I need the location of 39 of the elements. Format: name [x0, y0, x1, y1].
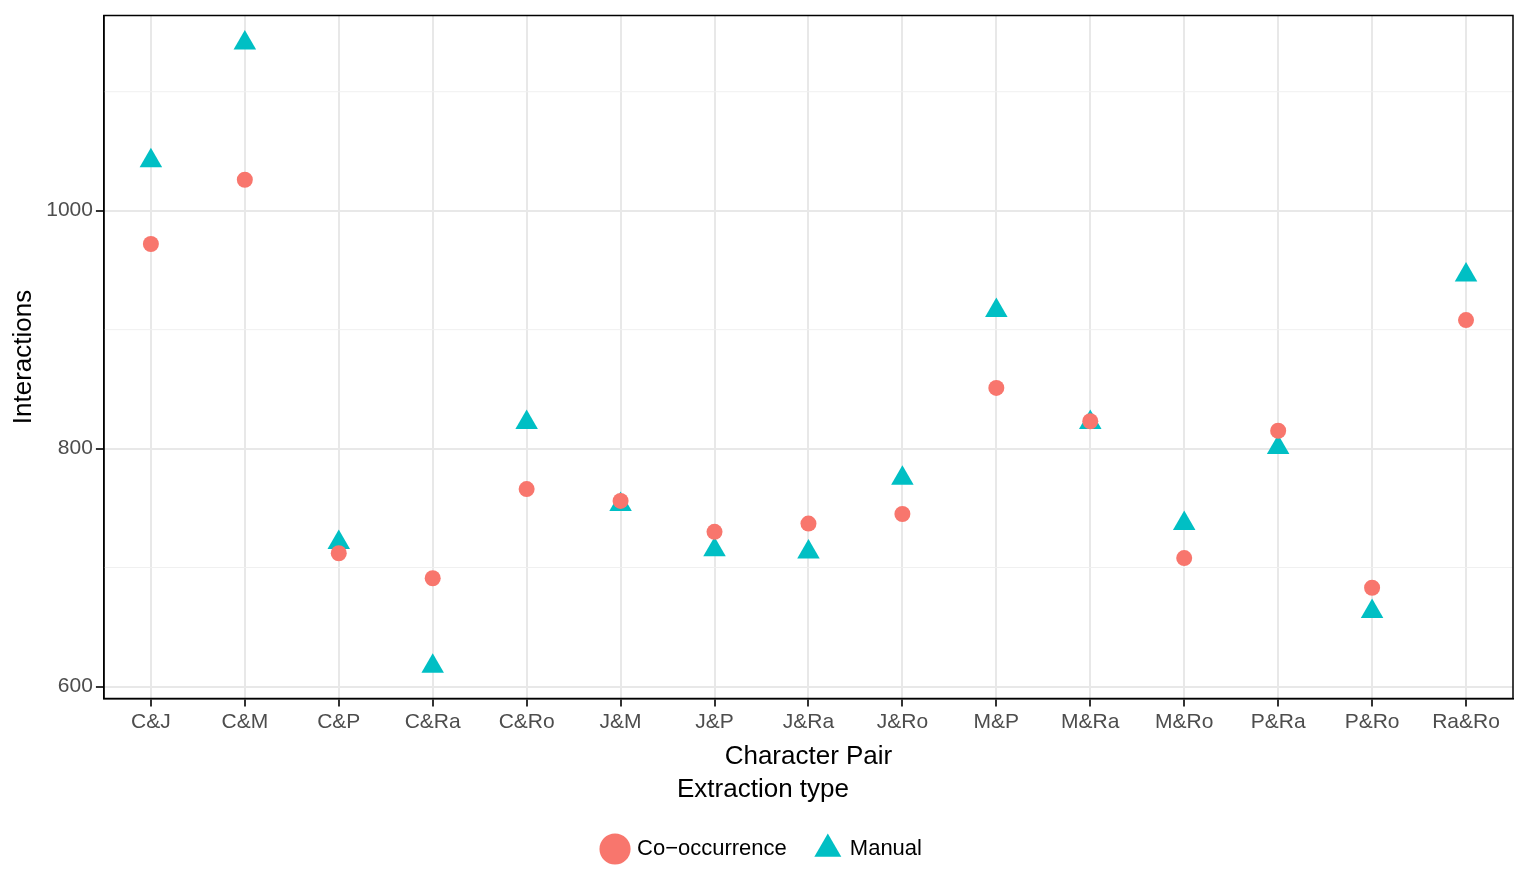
- point: [330, 545, 347, 562]
- legend-label: Co−occurrence: [637, 835, 787, 861]
- y-axis-title: Interactions: [6, 289, 37, 425]
- x-axis-title: Character Pair: [724, 740, 893, 771]
- point: [424, 570, 441, 587]
- point: [1458, 312, 1475, 329]
- x-tick-label: C&P: [317, 708, 361, 732]
- point: [233, 29, 257, 50]
- x-tick-label: J&Ro: [876, 708, 929, 732]
- x-tick-label: M&Ra: [1061, 708, 1120, 732]
- x-tick-label: C&Ra: [404, 708, 462, 732]
- point: [139, 147, 163, 168]
- x-tick-label: C&Ro: [498, 708, 555, 732]
- point: [1454, 261, 1478, 282]
- y-tick-label: 800: [57, 435, 93, 459]
- x-tick-label: M&P: [973, 708, 1020, 732]
- x-tick-label: J&Ra: [782, 708, 835, 732]
- point: [894, 506, 911, 523]
- x-tick-label: P&Ra: [1250, 708, 1306, 732]
- y-tick-label: 600: [57, 673, 93, 697]
- point: [1176, 550, 1193, 567]
- point: [706, 523, 723, 540]
- x-tick-label: P&Ro: [1344, 708, 1400, 732]
- point: [800, 515, 817, 532]
- point: [985, 297, 1008, 318]
- point: [1364, 579, 1381, 596]
- x-tick-label: J&M: [599, 708, 642, 732]
- point: [988, 379, 1005, 396]
- y-tick-label: 1000: [46, 197, 93, 221]
- point: [142, 235, 159, 252]
- legend-label: Manual: [849, 835, 922, 861]
- x-tick-label: Ra&Ro: [1432, 708, 1500, 732]
- x-tick-label: C&M: [221, 708, 269, 732]
- point: [518, 481, 535, 498]
- point: [1270, 422, 1287, 439]
- x-tick-label: C&J: [131, 708, 171, 732]
- x-tick-label: M&Ro: [1155, 708, 1214, 732]
- x-tick-label: J&P: [695, 708, 734, 732]
- legend-title: Extraction type: [677, 772, 849, 803]
